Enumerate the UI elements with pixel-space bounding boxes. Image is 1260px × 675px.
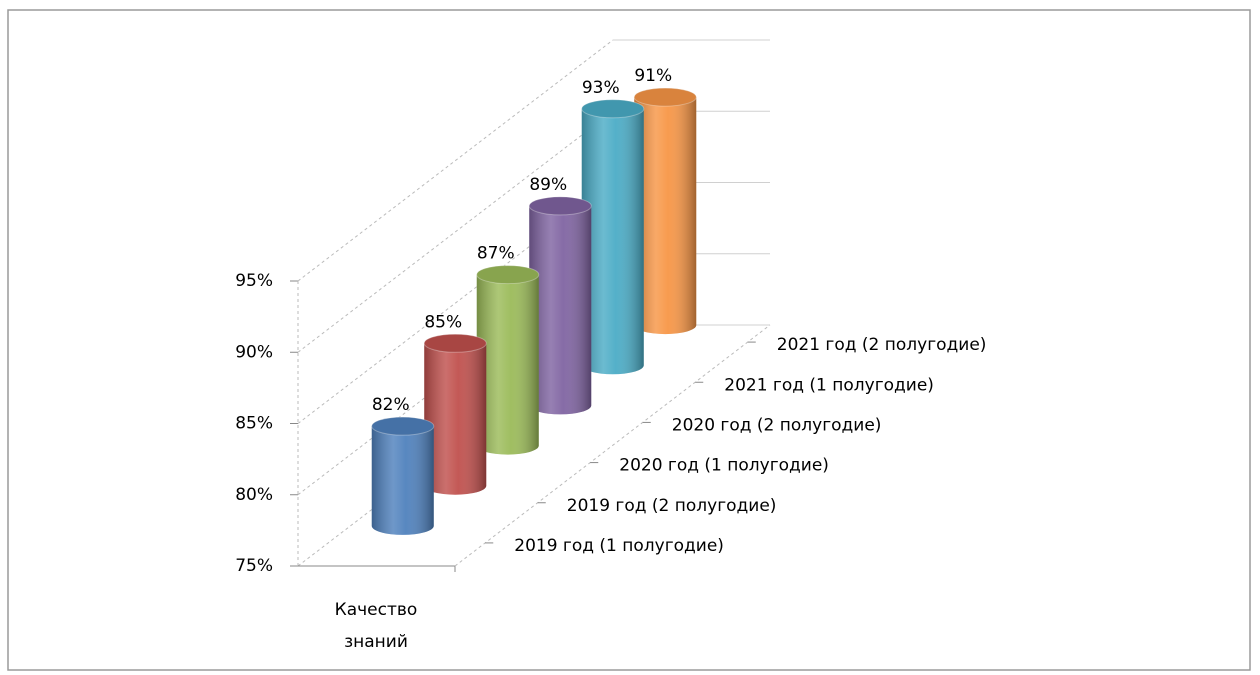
value-label: 82% — [372, 395, 410, 415]
y-tick-label: 95% — [235, 271, 273, 291]
value-label: 89% — [529, 175, 567, 195]
series-label: 2020 год (2 полугодие) — [672, 415, 882, 435]
value-label: 85% — [424, 312, 462, 332]
value-label: 93% — [582, 78, 620, 98]
cylinder — [581, 99, 645, 375]
series-label: 2019 год (2 полугодие) — [567, 496, 777, 516]
cylinder-top-shade — [371, 417, 434, 436]
series-label: 2020 год (1 полугодие) — [619, 456, 829, 476]
cylinder-top-shade — [581, 99, 644, 118]
cylinder-top — [528, 196, 592, 216]
cylinder — [528, 196, 592, 415]
cylinder-shade — [634, 97, 697, 335]
cylinder-top — [423, 333, 487, 353]
floor-right — [454, 324, 771, 567]
y-tick-label: 85% — [235, 414, 273, 434]
series-label: 2019 год (1 полугодие) — [514, 536, 724, 556]
cylinder-top — [476, 265, 540, 285]
cylinder — [633, 87, 697, 335]
y-tick-label: 90% — [235, 342, 273, 362]
cylinder-top-shade — [476, 265, 539, 284]
cylinder-top — [581, 99, 645, 119]
cylinder-shade — [476, 274, 539, 455]
cylinder-top-shade — [529, 196, 592, 215]
series-label: 2021 год (2 полугодие) — [777, 335, 987, 355]
cylinder-shade — [424, 343, 487, 495]
y-tick-label: 75% — [235, 556, 273, 576]
series-label: 2021 год (1 полугодие) — [724, 375, 934, 395]
cylinder-top-shade — [424, 334, 487, 353]
cylinder-top — [371, 416, 435, 436]
cylinder-top — [633, 87, 697, 107]
cylinder-shade — [371, 426, 434, 535]
frame — [7, 9, 1251, 671]
cylinder — [476, 265, 540, 455]
x-category-label: Качество знаний — [334, 600, 418, 652]
grid-line — [297, 39, 614, 282]
cylinder — [423, 333, 487, 495]
cylinder-shade — [581, 108, 644, 375]
value-label: 91% — [634, 66, 672, 86]
y-tick-label: 80% — [235, 485, 273, 505]
cylinder — [371, 416, 435, 535]
cylinder-top-shade — [634, 88, 697, 107]
value-label: 87% — [477, 244, 515, 264]
grid-line — [297, 110, 614, 353]
cylinder-shade — [529, 205, 592, 415]
